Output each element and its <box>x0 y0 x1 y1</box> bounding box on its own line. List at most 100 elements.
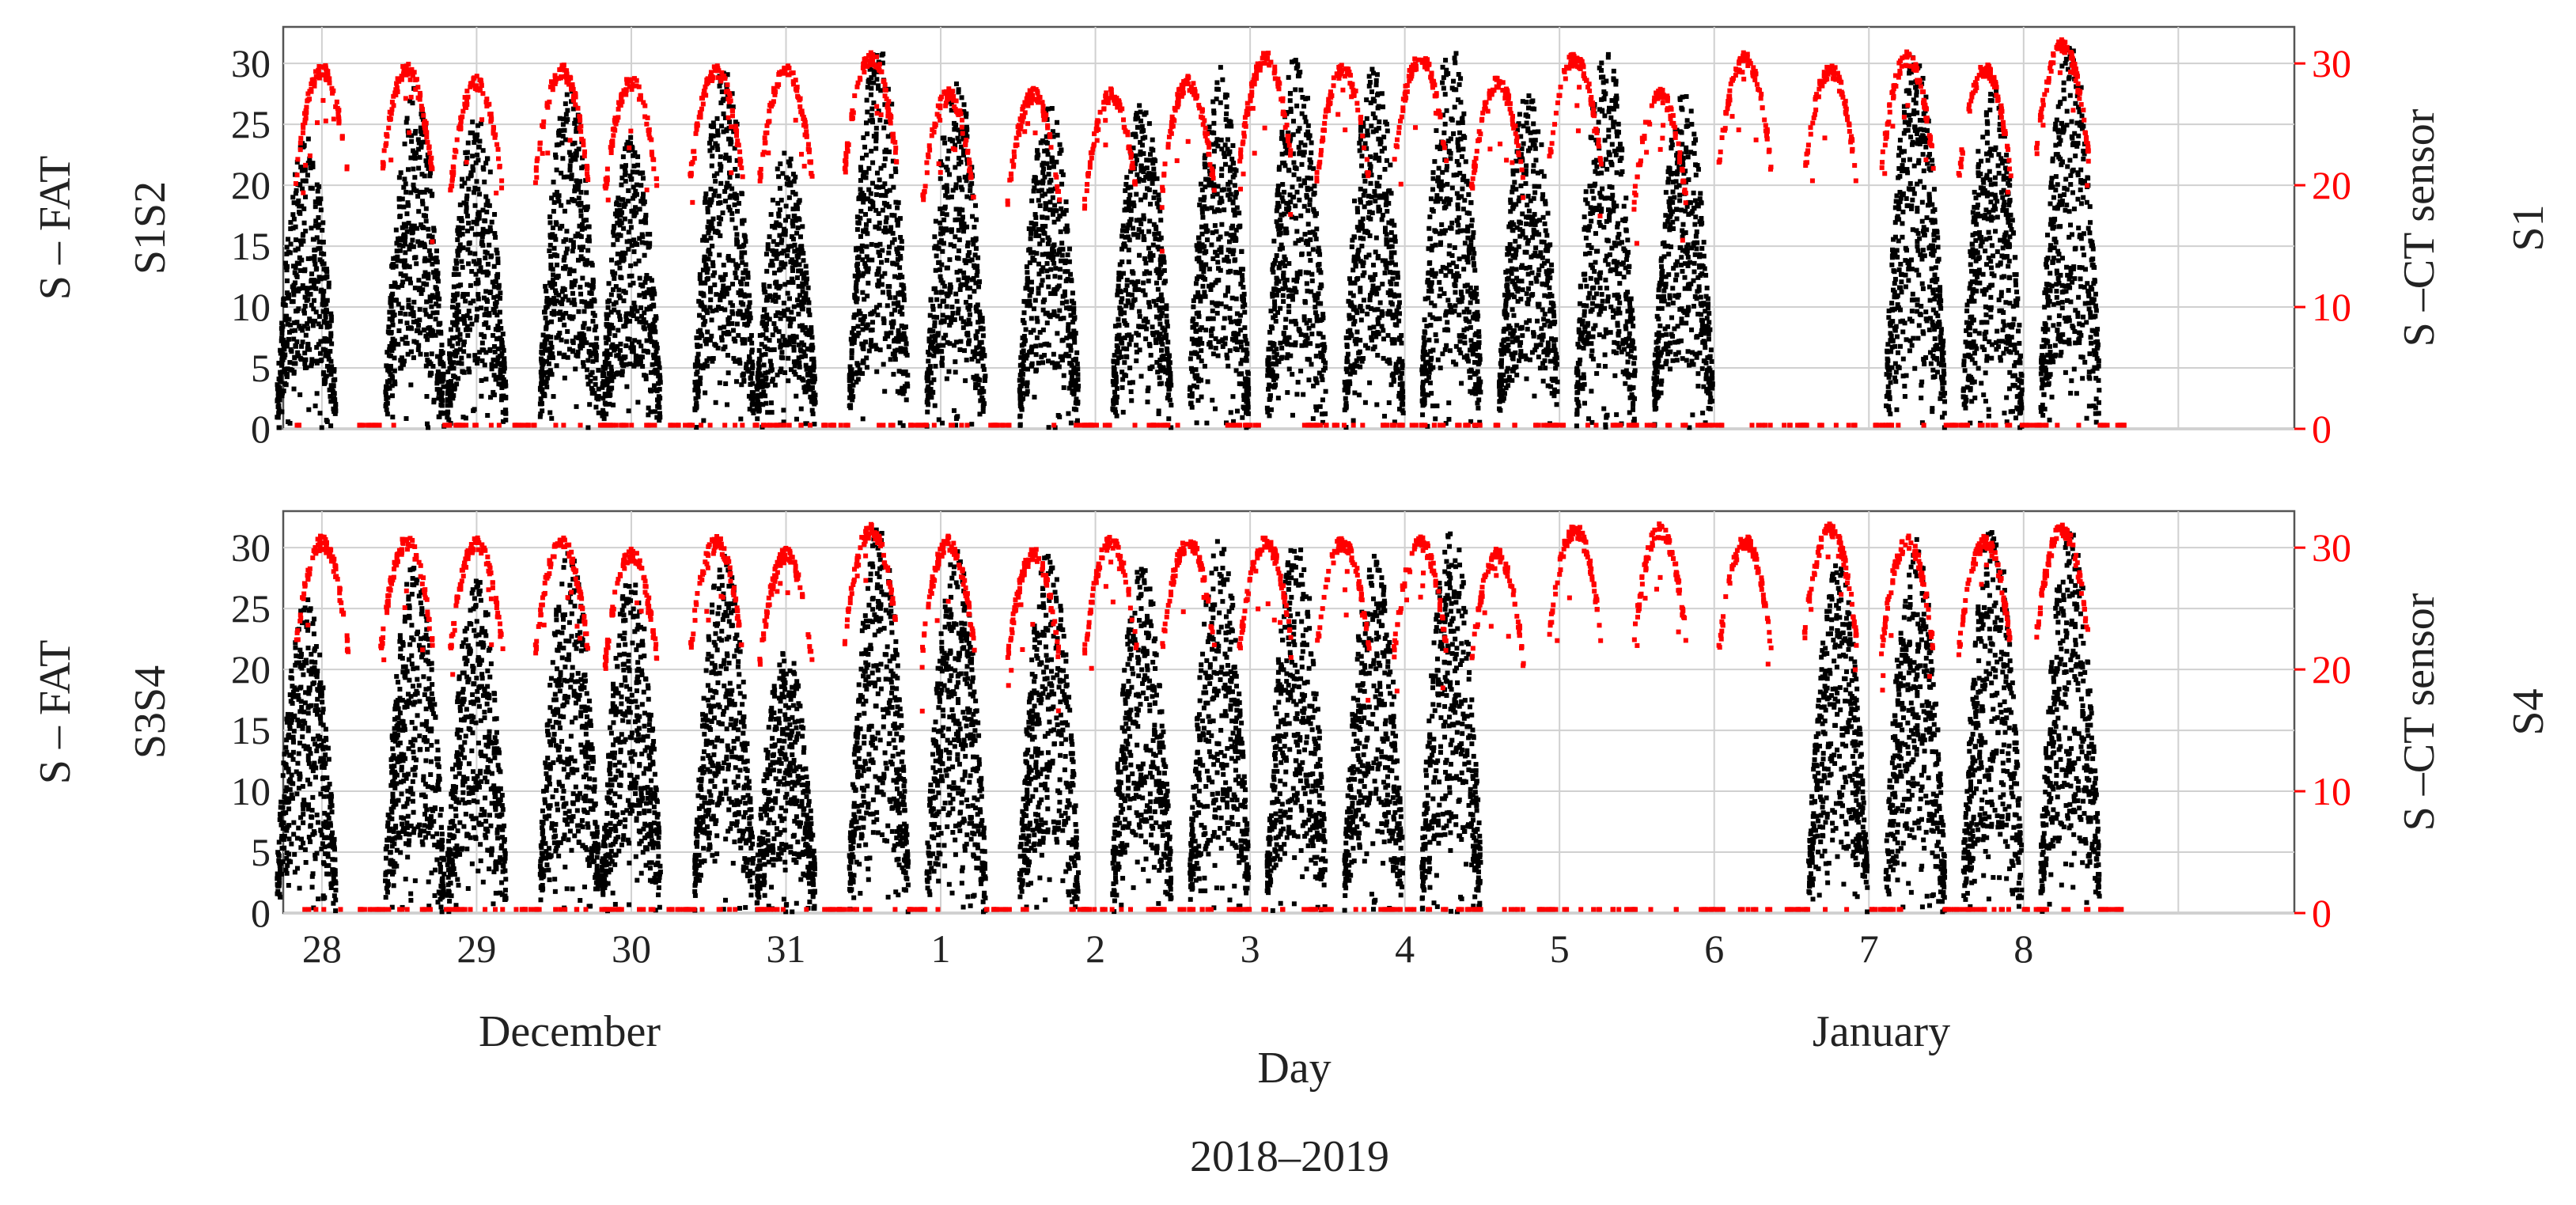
data-dot <box>1020 343 1025 348</box>
data-dot <box>1033 343 1038 348</box>
data-dot <box>1022 339 1027 343</box>
data-dot <box>486 229 491 233</box>
data-dot <box>596 368 600 373</box>
data-dot <box>307 347 312 352</box>
data-dot <box>1133 287 1138 292</box>
data-dot <box>798 234 803 239</box>
data-dot <box>627 319 632 324</box>
data-dot <box>292 200 297 205</box>
data-dot <box>1228 119 1233 124</box>
data-dot <box>852 293 857 297</box>
data-dot <box>623 324 627 328</box>
data-dot <box>562 354 566 359</box>
data-dot <box>411 310 416 315</box>
data-dot <box>465 313 470 318</box>
data-dot <box>539 402 544 407</box>
data-dot <box>423 158 428 163</box>
data-dot <box>803 421 808 426</box>
data-dot <box>968 321 972 326</box>
data-dot <box>1219 167 1224 172</box>
data-dot <box>454 267 459 271</box>
data-dot <box>708 297 713 302</box>
data-dot <box>427 248 432 253</box>
data-dot <box>801 271 806 276</box>
data-dot <box>1141 288 1146 293</box>
data-dot <box>498 320 502 324</box>
data-dot <box>765 295 770 300</box>
data-dot <box>475 361 479 366</box>
data-dot <box>1127 197 1131 202</box>
data-dot <box>1039 140 1044 145</box>
data-dot <box>309 271 314 276</box>
data-dot <box>1054 208 1059 213</box>
data-dot <box>873 146 878 151</box>
data-dot <box>869 191 873 196</box>
data-dot <box>936 331 941 335</box>
data-dot <box>739 300 744 305</box>
data-dot <box>384 392 388 397</box>
data-dot <box>301 309 306 313</box>
data-dot <box>796 312 801 316</box>
data-dot <box>556 274 561 279</box>
data-dot <box>786 183 791 188</box>
data-dot <box>881 320 886 325</box>
data-dot <box>1194 367 1199 372</box>
data-dot <box>1215 260 1220 264</box>
data-dot <box>703 364 708 369</box>
data-dot <box>469 269 474 274</box>
data-dot <box>945 377 949 381</box>
data-dot <box>1044 252 1049 256</box>
data-dot <box>848 378 853 383</box>
data-dot <box>739 191 744 195</box>
data-dot <box>1190 394 1195 399</box>
data-dot <box>981 389 986 394</box>
data-dot <box>740 244 744 249</box>
data-dot <box>1210 326 1215 331</box>
data-dot <box>317 201 322 206</box>
data-dot <box>587 225 592 229</box>
data-dot <box>1066 326 1070 331</box>
data-dot <box>408 243 413 248</box>
data-dot <box>544 385 549 389</box>
data-dot <box>551 312 556 316</box>
data-dot <box>396 328 401 333</box>
data-dot <box>1059 147 1063 152</box>
data-dot <box>427 233 432 238</box>
data-dot <box>647 323 652 328</box>
data-dot <box>1044 140 1048 145</box>
data-dot <box>786 214 790 219</box>
data-dot <box>881 316 886 321</box>
data-dot <box>623 290 628 295</box>
data-dot <box>585 258 589 263</box>
data-dot <box>436 279 441 283</box>
data-dot <box>1119 339 1123 343</box>
data-dot <box>585 358 590 363</box>
data-dot <box>617 260 622 265</box>
data-dot <box>494 300 499 305</box>
data-dot <box>563 101 568 106</box>
data-dot <box>862 297 866 301</box>
data-dot <box>1067 386 1072 391</box>
data-dot <box>548 335 553 339</box>
data-dot <box>877 267 881 271</box>
data-dot <box>764 321 769 326</box>
data-dot <box>750 403 755 407</box>
data-dot <box>1229 410 1233 415</box>
data-dot <box>865 365 869 369</box>
data-dot <box>1232 258 1237 263</box>
data-dot <box>571 340 576 345</box>
data-dot <box>786 307 790 312</box>
data-dot <box>969 181 974 186</box>
data-dot <box>1213 407 1218 411</box>
data-dot <box>406 305 411 309</box>
data-dot <box>416 209 421 214</box>
data-dot <box>1036 262 1041 267</box>
data-dot <box>306 256 311 261</box>
data-dot <box>954 81 959 86</box>
data-dot <box>892 275 897 279</box>
data-dot <box>1047 207 1052 212</box>
data-dot <box>403 190 408 195</box>
data-dot <box>572 268 577 273</box>
data-dot <box>1142 271 1147 276</box>
data-dot <box>744 263 748 267</box>
